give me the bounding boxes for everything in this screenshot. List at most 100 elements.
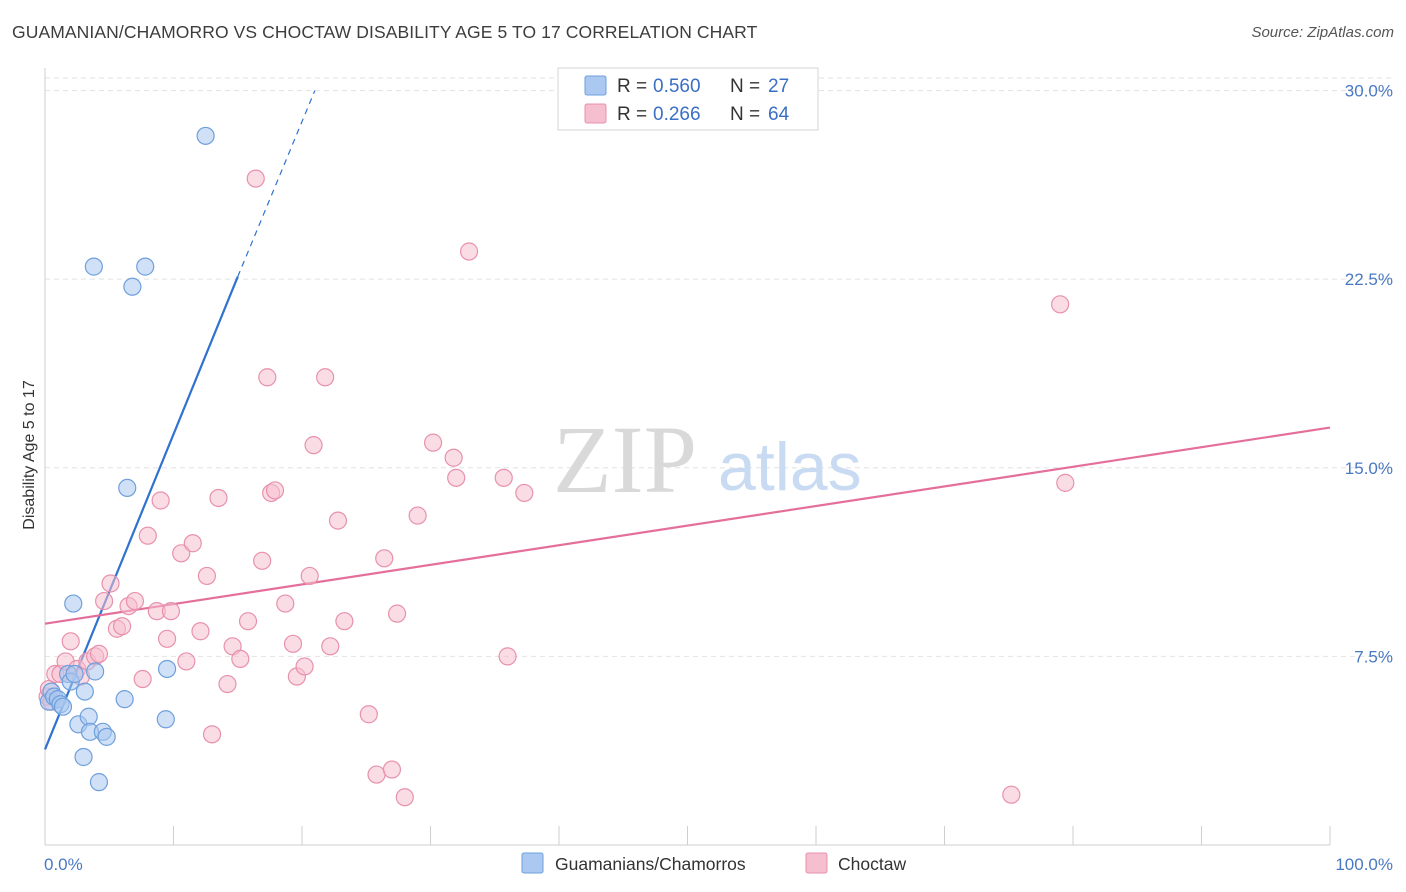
y-tick-label: 7.5% bbox=[1354, 647, 1393, 666]
point-choctaw bbox=[498, 647, 517, 666]
point-choctaw bbox=[133, 669, 152, 689]
correlation-legend: R = 0.560 N = 27 R = 0.266 N = 64 bbox=[557, 67, 819, 131]
point-guamanians bbox=[64, 594, 83, 613]
point-choctaw bbox=[494, 468, 513, 487]
point-choctaw bbox=[253, 551, 272, 570]
bottom-legend-swatch-blue bbox=[521, 852, 544, 874]
bottom-legend-label-choctaw: Choctaw bbox=[838, 854, 906, 874]
y-tick-label: 30.0% bbox=[1345, 82, 1393, 101]
point-choctaw bbox=[172, 544, 191, 563]
legend-swatch-pink bbox=[584, 103, 607, 124]
point-choctaw bbox=[191, 622, 210, 641]
watermark-atlas: atlas bbox=[718, 429, 862, 505]
gridlines bbox=[45, 77, 1392, 657]
point-choctaw bbox=[95, 591, 114, 611]
point-choctaw bbox=[295, 657, 314, 676]
tick-labels: 7.5% 15.0% 22.5% 30.0% 0.0% 100.0% bbox=[44, 82, 1393, 874]
point-guamanians bbox=[196, 126, 215, 145]
bottom-legend-label-guamanians: Guamanians/Chamorros bbox=[555, 854, 746, 874]
trend-line-choctaw bbox=[44, 426, 1331, 625]
data-points bbox=[38, 126, 1075, 807]
point-choctaw bbox=[89, 644, 109, 663]
point-choctaw bbox=[112, 617, 132, 636]
point-choctaw bbox=[231, 649, 250, 669]
point-guamanians bbox=[157, 659, 177, 679]
point-choctaw bbox=[304, 436, 323, 455]
point-guamanians bbox=[79, 707, 98, 726]
point-choctaw bbox=[61, 632, 80, 651]
point-choctaw bbox=[387, 604, 407, 623]
watermark: ZIP atlas bbox=[553, 406, 862, 513]
point-guamanians bbox=[97, 727, 116, 746]
point-choctaw bbox=[151, 491, 170, 510]
series-legend: Guamanians/Chamorros Choctaw bbox=[521, 852, 906, 874]
point-choctaw bbox=[161, 602, 181, 621]
point-choctaw bbox=[1002, 785, 1021, 804]
source-label: Source: ZipAtlas.com bbox=[1251, 24, 1394, 41]
point-choctaw bbox=[265, 481, 285, 500]
point-choctaw bbox=[395, 788, 414, 807]
point-choctaw bbox=[209, 488, 228, 508]
point-choctaw bbox=[375, 549, 394, 568]
point-choctaw bbox=[183, 534, 202, 553]
legend-r-value-2: 0.266 bbox=[653, 104, 701, 125]
point-choctaw bbox=[459, 242, 479, 261]
point-choctaw bbox=[447, 468, 466, 487]
point-choctaw bbox=[408, 506, 427, 525]
point-guamanians bbox=[123, 277, 142, 296]
point-choctaw bbox=[382, 760, 402, 779]
y-tick-label: 22.5% bbox=[1345, 270, 1393, 289]
legend-n-label-1: N = bbox=[730, 76, 760, 97]
point-guamanians bbox=[136, 257, 155, 276]
point-choctaw bbox=[238, 612, 258, 631]
x-tick-label-end: 100.0% bbox=[1335, 855, 1393, 874]
point-guamanians bbox=[115, 690, 134, 709]
point-guamanians bbox=[156, 710, 175, 729]
legend-r-label-1: R = bbox=[617, 76, 647, 97]
point-choctaw bbox=[202, 725, 222, 744]
point-choctaw bbox=[359, 705, 378, 724]
point-guamanians bbox=[75, 682, 94, 701]
point-choctaw bbox=[177, 652, 196, 671]
point-choctaw bbox=[276, 594, 295, 613]
point-choctaw bbox=[316, 368, 335, 387]
point-guamanians bbox=[74, 747, 93, 767]
legend-swatch-blue bbox=[584, 75, 607, 96]
legend-r-label-2: R = bbox=[617, 104, 647, 125]
point-choctaw bbox=[101, 574, 120, 593]
bottom-legend-swatch-pink bbox=[805, 852, 828, 874]
point-guamanians bbox=[89, 773, 109, 792]
point-choctaw bbox=[218, 674, 237, 694]
point-choctaw bbox=[246, 169, 265, 188]
point-choctaw bbox=[258, 368, 277, 387]
axes bbox=[44, 68, 1331, 846]
legend-n-value-1: 27 bbox=[768, 76, 789, 97]
point-guamanians bbox=[53, 697, 73, 716]
point-choctaw bbox=[515, 483, 534, 503]
point-choctaw bbox=[328, 511, 348, 530]
trend-line-guamanians-extension bbox=[237, 90, 316, 277]
point-choctaw bbox=[423, 433, 443, 452]
legend-r-value-1: 0.560 bbox=[653, 76, 701, 97]
chart-title: GUAMANIAN/CHAMORRO VS CHOCTAW DISABILITY… bbox=[12, 22, 758, 42]
y-tick-label: 15.0% bbox=[1345, 459, 1393, 478]
point-choctaw bbox=[300, 566, 319, 586]
point-choctaw bbox=[138, 526, 157, 545]
point-guamanians bbox=[118, 478, 137, 498]
point-choctaw bbox=[335, 612, 354, 631]
point-choctaw bbox=[321, 637, 340, 656]
point-choctaw bbox=[444, 448, 463, 467]
point-choctaw bbox=[157, 629, 177, 648]
point-choctaw bbox=[197, 566, 217, 586]
point-choctaw bbox=[367, 765, 386, 784]
point-guamanians bbox=[65, 664, 84, 684]
point-choctaw bbox=[1056, 473, 1075, 492]
legend-n-label-2: N = bbox=[730, 104, 760, 125]
watermark-zip: ZIP bbox=[553, 406, 697, 513]
point-guamanians bbox=[86, 662, 105, 681]
point-guamanians bbox=[84, 257, 103, 276]
point-choctaw bbox=[1051, 295, 1070, 314]
legend-n-value-2: 64 bbox=[768, 104, 790, 125]
point-choctaw bbox=[283, 634, 303, 653]
